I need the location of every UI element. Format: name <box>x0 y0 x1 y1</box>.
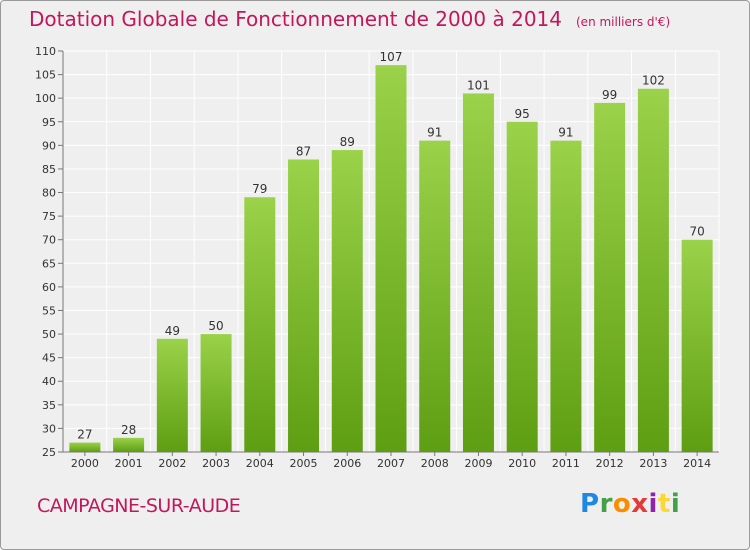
bar-2009 <box>462 93 494 452</box>
bar-2012 <box>594 102 626 453</box>
data-label: 89 <box>340 135 355 149</box>
data-label: 101 <box>467 78 490 92</box>
data-label: 70 <box>689 225 704 239</box>
y-tick-label: 45 <box>42 352 56 365</box>
data-label: 95 <box>515 107 530 121</box>
bar-2008 <box>419 140 451 452</box>
bar-2002 <box>156 338 188 452</box>
y-tick-label: 70 <box>42 234 56 247</box>
bar-2011 <box>550 140 582 452</box>
y-tick-label: 75 <box>42 210 56 223</box>
y-tick-label: 40 <box>42 375 56 388</box>
data-label: 102 <box>642 74 665 88</box>
y-tick-label: 25 <box>42 446 56 459</box>
data-label: 27 <box>77 428 92 442</box>
y-tick-label: 85 <box>42 163 56 176</box>
logo-letter: o <box>612 489 632 519</box>
y-tick-label: 90 <box>42 139 56 152</box>
x-tick-label: 2006 <box>333 457 361 470</box>
data-label: 87 <box>296 145 311 159</box>
x-tick-label: 2012 <box>596 457 624 470</box>
x-tick-label: 2013 <box>639 457 667 470</box>
proxiti-logo: Proxiti <box>580 489 680 519</box>
axes: 25 30 35 40 45 50 55 60 65 70 75 80 85 90 95 100 105 110 2… <box>35 45 719 470</box>
bar-2003 <box>200 334 232 452</box>
bar-2010 <box>506 121 538 452</box>
bar-2007 <box>375 65 407 452</box>
bar-2006 <box>331 150 363 452</box>
x-tick-label: 2003 <box>202 457 230 470</box>
x-tick-label: 2011 <box>552 457 580 470</box>
x-tick-label: 2010 <box>508 457 536 470</box>
logo-letter: P <box>580 489 600 519</box>
data-label: 107 <box>380 50 403 64</box>
data-label: 91 <box>558 126 573 140</box>
x-tick-label: 2002 <box>158 457 186 470</box>
y-tick-label: 95 <box>42 116 56 129</box>
data-label: 50 <box>208 319 223 333</box>
data-label: 99 <box>602 88 617 102</box>
x-tick-label: 2008 <box>421 457 449 470</box>
x-tick-label: 2000 <box>71 457 99 470</box>
y-tick-label: 65 <box>42 257 56 270</box>
y-tick-label: 60 <box>42 281 56 294</box>
data-label: 91 <box>427 126 442 140</box>
bar-2004 <box>244 197 276 452</box>
y-tick-label: 35 <box>42 399 56 412</box>
y-tick-label: 30 <box>42 422 56 435</box>
data-label: 28 <box>121 423 136 437</box>
logo-letter: x <box>631 489 649 519</box>
chart-title-unit: (en milliers d'€) <box>576 15 671 29</box>
data-label: 79 <box>252 182 267 196</box>
x-tick-label: 2004 <box>246 457 274 470</box>
bar-2014 <box>681 239 713 452</box>
x-tick-label: 2001 <box>115 457 143 470</box>
bars: 27 28 49 50 79 87 89 107 91 101 95 91 99 102 70 <box>69 50 713 453</box>
y-tick-label: 50 <box>42 328 56 341</box>
logo-letter: i <box>670 489 681 519</box>
chart-title: Dotation Globale de Fonctionnement de 20… <box>29 7 670 31</box>
y-tick-label: 110 <box>35 45 56 58</box>
logo-letter: r <box>599 489 613 519</box>
y-tick-label: 55 <box>42 304 56 317</box>
logo-letter: t <box>657 489 671 519</box>
bar-2001 <box>113 437 145 452</box>
town-name: CAMPAGNE-SUR-AUDE <box>37 495 241 517</box>
y-tick-label: 105 <box>35 69 56 82</box>
x-tick-label: 2009 <box>464 457 492 470</box>
bar-2005 <box>288 159 320 452</box>
bar-2000 <box>69 442 101 452</box>
logo-letter: i <box>648 489 658 519</box>
x-tick-label: 2014 <box>683 457 711 470</box>
bar-2013 <box>637 88 669 452</box>
x-tick-label: 2007 <box>377 457 405 470</box>
chart-title-main: Dotation Globale de Fonctionnement de 20… <box>29 7 562 31</box>
data-label: 49 <box>165 324 180 338</box>
y-tick-label: 80 <box>42 187 56 200</box>
x-tick-label: 2005 <box>290 457 318 470</box>
y-tick-label: 100 <box>35 92 56 105</box>
